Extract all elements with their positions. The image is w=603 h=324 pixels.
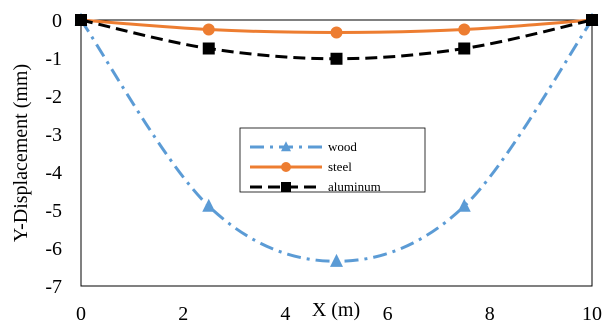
x-tick-label: 2 bbox=[178, 303, 188, 324]
x-axis-title: X (m) bbox=[312, 299, 360, 321]
data-point-aluminum bbox=[75, 14, 87, 26]
data-point-steel bbox=[202, 23, 215, 36]
data-point-wood bbox=[457, 198, 471, 212]
data-point-aluminum bbox=[330, 52, 343, 65]
y-tick-label: -3 bbox=[45, 124, 62, 146]
data-point-wood bbox=[330, 253, 343, 267]
data-point-aluminum bbox=[458, 42, 471, 55]
legend-label-steel: steel bbox=[328, 159, 352, 174]
data-point-steel bbox=[330, 26, 343, 39]
legend-box bbox=[239, 127, 426, 193]
y-axis-title: Y-Displacement (mm) bbox=[10, 64, 32, 242]
data-point-steel bbox=[458, 23, 471, 36]
x-tick-label: 10 bbox=[582, 303, 602, 324]
y-tick-label: 0 bbox=[52, 10, 62, 32]
legend-marker-steel bbox=[281, 162, 291, 172]
y-tick-label: -6 bbox=[45, 238, 62, 260]
legend: wood steel aluminum bbox=[239, 127, 426, 194]
legend-marker-wood bbox=[281, 141, 291, 152]
y-tick-label: -4 bbox=[45, 162, 62, 184]
x-tick-label: 4 bbox=[280, 303, 290, 324]
legend-label-wood: wood bbox=[328, 139, 357, 154]
x-tick-label: 8 bbox=[485, 303, 495, 324]
y-tick-label: -5 bbox=[45, 200, 62, 222]
y-tick-label: -2 bbox=[45, 86, 62, 108]
data-point-aluminum bbox=[202, 42, 215, 55]
y-tick-label: -7 bbox=[45, 276, 62, 298]
x-tick-label: 6 bbox=[383, 303, 393, 324]
y-tick-label: -1 bbox=[45, 48, 62, 70]
data-point-aluminum bbox=[586, 14, 598, 26]
x-tick-label: 0 bbox=[76, 303, 86, 324]
series-group bbox=[74, 12, 599, 267]
legend-marker-aluminum bbox=[281, 182, 291, 192]
data-point-wood bbox=[202, 198, 216, 212]
tick-labels: 0 2 4 6 8 10 0 -1 -2 -3 -4 -5 -6 -7 bbox=[45, 10, 602, 324]
legend-label-aluminum: aluminum bbox=[328, 179, 381, 194]
